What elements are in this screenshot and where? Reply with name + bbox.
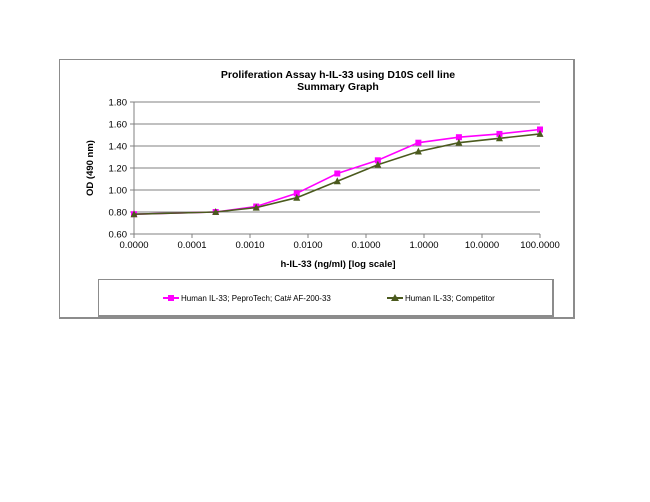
chart-title: Proliferation Assay h-IL-33 using D10S c…	[221, 69, 455, 81]
axes	[130, 101, 541, 238]
legend: Human IL-33; PeproTech; Cat# AF-200-33 H…	[98, 279, 554, 317]
svg-text:10.0000: 10.0000	[465, 240, 499, 251]
svg-text:0.0100: 0.0100	[293, 240, 322, 251]
x-tick-labels: 0.0000 0.0001 0.0010 0.0100 0.1000 1.0000 10.0…	[119, 240, 559, 251]
y-tick-labels: 1.80 1.60 1.40 1.20 1.00 0.80 0.60	[109, 98, 128, 241]
legend-label: Human IL-33; PeproTech; Cat# AF-200-33	[181, 293, 331, 303]
legend-item-peprotech: Human IL-33; PeproTech; Cat# AF-200-33	[163, 292, 331, 304]
x-axis-label: h-IL-33 (ng/ml) [log scale]	[280, 259, 395, 270]
svg-text:1.80: 1.80	[109, 98, 128, 109]
svg-text:0.0000: 0.0000	[119, 240, 148, 251]
triangle-marker-icon	[387, 293, 403, 303]
data-series	[130, 126, 544, 218]
svg-text:0.1000: 0.1000	[351, 240, 380, 251]
svg-text:1.00: 1.00	[109, 186, 128, 197]
legend-item-competitor: Human IL-33; Competitor	[387, 292, 495, 304]
svg-text:0.60: 0.60	[109, 230, 128, 241]
svg-text:0.0010: 0.0010	[235, 240, 264, 251]
svg-text:1.0000: 1.0000	[409, 240, 438, 251]
y-axis-label: OD (490 nm)	[85, 140, 96, 196]
svg-text:1.20: 1.20	[109, 164, 128, 175]
legend-label: Human IL-33; Competitor	[405, 293, 495, 303]
square-marker-icon	[163, 293, 179, 303]
svg-text:1.40: 1.40	[109, 142, 128, 153]
svg-text:1.60: 1.60	[109, 120, 128, 131]
svg-text:0.80: 0.80	[109, 208, 128, 219]
svg-text:0.0001: 0.0001	[177, 240, 206, 251]
svg-text:100.0000: 100.0000	[520, 240, 560, 251]
gridlines	[134, 101, 540, 213]
chart-subtitle: Summary Graph	[297, 81, 379, 93]
